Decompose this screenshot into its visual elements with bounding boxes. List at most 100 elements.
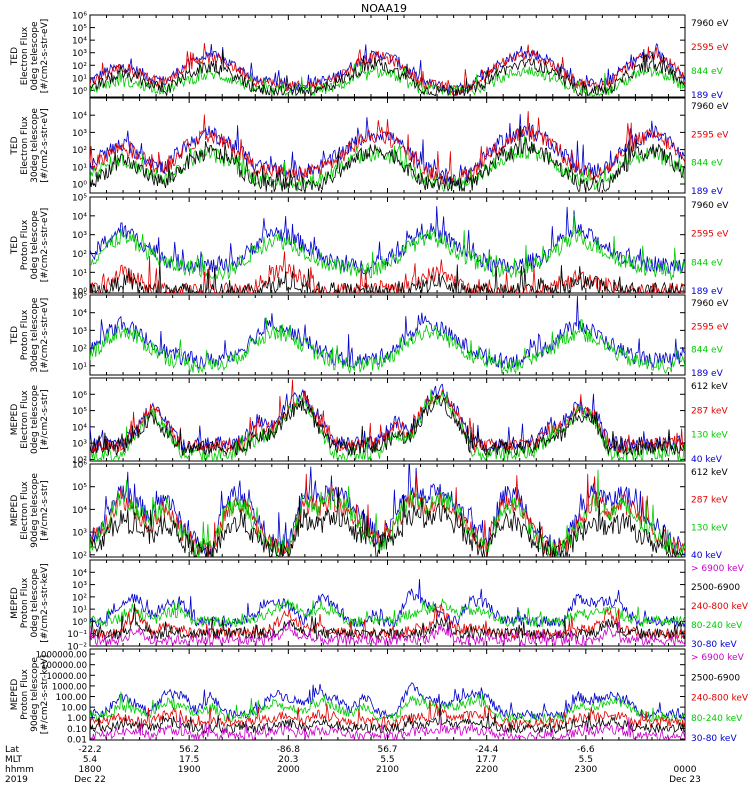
- x-axis-row-label: 2019: [5, 775, 28, 785]
- x-tick-label: 56.2: [179, 745, 199, 755]
- y-axis-label: TEDProton Flux30deg telescope[#/cm2-s-st…: [10, 297, 50, 372]
- legend-entry: 844 eV: [691, 159, 724, 169]
- legend-entry: 2500-6900: [691, 673, 740, 683]
- y-tick-label: 10⁵: [72, 194, 87, 204]
- series-line-4: [90, 49, 685, 97]
- x-tick-label: 5.4: [83, 755, 98, 765]
- panel-data: [90, 295, 685, 375]
- y-axis-label-line: 0deg telescope: [30, 568, 40, 638]
- series-line-1: [90, 295, 685, 370]
- y-tick-label: 10¹: [72, 74, 87, 84]
- y-axis-label-line: 90deg telescope: [30, 473, 40, 548]
- y-tick-label: 10³: [72, 49, 87, 59]
- y-axis-label-line: [#/cm2-s-str]: [40, 480, 50, 540]
- y-axis-label-line: MEPED: [10, 679, 20, 711]
- legend-entry: 287 keV: [691, 496, 728, 506]
- panel-3: 10⁰ 10¹ 10² 10³ 10⁴ 10⁵ TEDProton Flux0deg tel…: [10, 194, 729, 298]
- series-line-5: [90, 717, 685, 740]
- x-tick-label: 5.5: [579, 755, 593, 765]
- y-tick-label: 10²: [72, 345, 87, 355]
- legend-entry: 2595 eV: [691, 322, 729, 332]
- y-axis-label-line: Electron Flux: [20, 390, 30, 449]
- legend-entry: 7960 eV: [691, 102, 729, 112]
- panel-1: 10⁰ 10¹ 10² 10³ 10⁴ 10⁵ 10⁶ TEDElectron Flux0de…: [10, 12, 729, 102]
- y-axis-label: MEPEDElectron Flux0deg telescope[#/cm2-s…: [10, 385, 50, 455]
- y-tick-label: 10⁰: [72, 618, 87, 628]
- legend-entry: 80-240 keV: [691, 714, 743, 724]
- series-line-4: [90, 486, 685, 557]
- y-tick-label: 10³: [72, 440, 87, 450]
- legend-entry: 2595 eV: [691, 130, 729, 140]
- y-tick-label: 10³: [72, 129, 87, 139]
- y-tick-label: 10⁰: [72, 288, 87, 298]
- x-axis-row-label: Lat: [5, 745, 20, 755]
- y-axis-label-line: TED: [10, 136, 20, 155]
- y-tick-label: 10⁶: [72, 12, 87, 22]
- legend-entry: 844 eV: [691, 67, 724, 77]
- panel-frame: [89, 14, 686, 98]
- x-tick-label: 0000: [674, 765, 697, 775]
- legend-entry: 844 eV: [691, 258, 724, 268]
- legend-entry: > 6900 keV: [691, 564, 745, 574]
- figure-title: NOAA19: [361, 2, 407, 15]
- x-tick-label: 2300: [574, 765, 597, 775]
- y-tick-label: 10⁴: [72, 37, 87, 47]
- y-tick-label: 0.10: [67, 725, 87, 735]
- panel-frame: [89, 97, 686, 194]
- x-tick-label: Dec 22: [74, 775, 106, 785]
- y-axis-label-line: MEPED: [10, 495, 20, 527]
- x-axis-row-label: MLT: [5, 755, 23, 765]
- y-axis-label-line: Electron Flux: [20, 116, 30, 175]
- y-axis-label-line: [#/cm2-s-str-eV]: [40, 208, 50, 283]
- y-axis-label-line: Proton Flux: [20, 219, 30, 270]
- y-axis-label: MEPEDProton Flux0deg telescope[#/cm2-s-s…: [10, 563, 50, 642]
- y-tick-label: 10²: [72, 250, 87, 260]
- y-tick-label: 10⁶: [72, 391, 87, 401]
- y-tick-label: 10²: [72, 593, 87, 603]
- panel-data: [90, 464, 685, 557]
- legend-entry: 40 keV: [691, 455, 723, 465]
- y-axis-label-line: [#/cm2-s-str-eV]: [40, 19, 50, 94]
- y-tick-label: 0.01: [67, 735, 87, 745]
- legend-entry: 189 eV: [691, 369, 724, 379]
- y-tick-label: 10⁴: [72, 423, 87, 433]
- legend-entry: 2595 eV: [691, 230, 729, 240]
- legend-entry: 130 keV: [691, 431, 728, 441]
- y-tick-label: 100.00: [56, 693, 88, 703]
- y-tick-label: 10⁶: [72, 461, 87, 471]
- legend-entry: 2595 eV: [691, 43, 729, 53]
- y-tick-label: 10⁴: [72, 112, 87, 122]
- y-axis-label-line: 90deg telescope: [30, 657, 40, 732]
- panel-4: 10¹ 10² 10³ 10⁴ 10⁵ TEDProton Flux30deg teles…: [10, 292, 729, 380]
- y-tick-label: 10¹: [72, 606, 87, 616]
- x-tick-label: 2200: [475, 765, 498, 775]
- legend-entry: 7960 eV: [691, 299, 729, 309]
- series-line-2: [90, 379, 685, 456]
- panel-data: [90, 682, 685, 740]
- x-tick-label: -22.2: [78, 745, 101, 755]
- y-tick-label: 10⁻¹: [67, 630, 87, 640]
- x-tick-label: 20.3: [278, 755, 298, 765]
- legend-entry: 130 keV: [691, 523, 728, 533]
- y-tick-label: 10²: [72, 551, 87, 561]
- legend-entry: 287 keV: [691, 406, 728, 416]
- y-axis-label-line: Electron Flux: [20, 26, 30, 85]
- x-tick-label: 2100: [376, 765, 399, 775]
- legend-entry: 189 eV: [691, 91, 724, 101]
- y-axis-label-line: [#/cm2-s-str-eV]: [40, 108, 50, 183]
- panel-data: [90, 379, 685, 461]
- y-axis-label-line: MEPED: [10, 404, 20, 436]
- y-tick-label: 10⁰: [72, 87, 87, 97]
- x-tick-label: -24.4: [475, 745, 499, 755]
- panel-5: 10² 10³ 10⁴ 10⁵ 10⁶ MEPEDElectron Flux0deg te…: [10, 377, 728, 466]
- y-axis-label: TEDElectron Flux30deg telescope[#/cm2-s-…: [10, 108, 50, 183]
- panel-data: [90, 111, 685, 193]
- legend-entry: 612 keV: [691, 382, 728, 392]
- y-axis-label-line: TED: [10, 236, 20, 255]
- y-tick-label: 10⁵: [72, 24, 87, 34]
- y-tick-label: 10¹: [72, 163, 87, 173]
- series-line-4: [90, 125, 685, 193]
- series-line-2: [90, 111, 685, 185]
- y-tick-label: 10²: [72, 146, 87, 156]
